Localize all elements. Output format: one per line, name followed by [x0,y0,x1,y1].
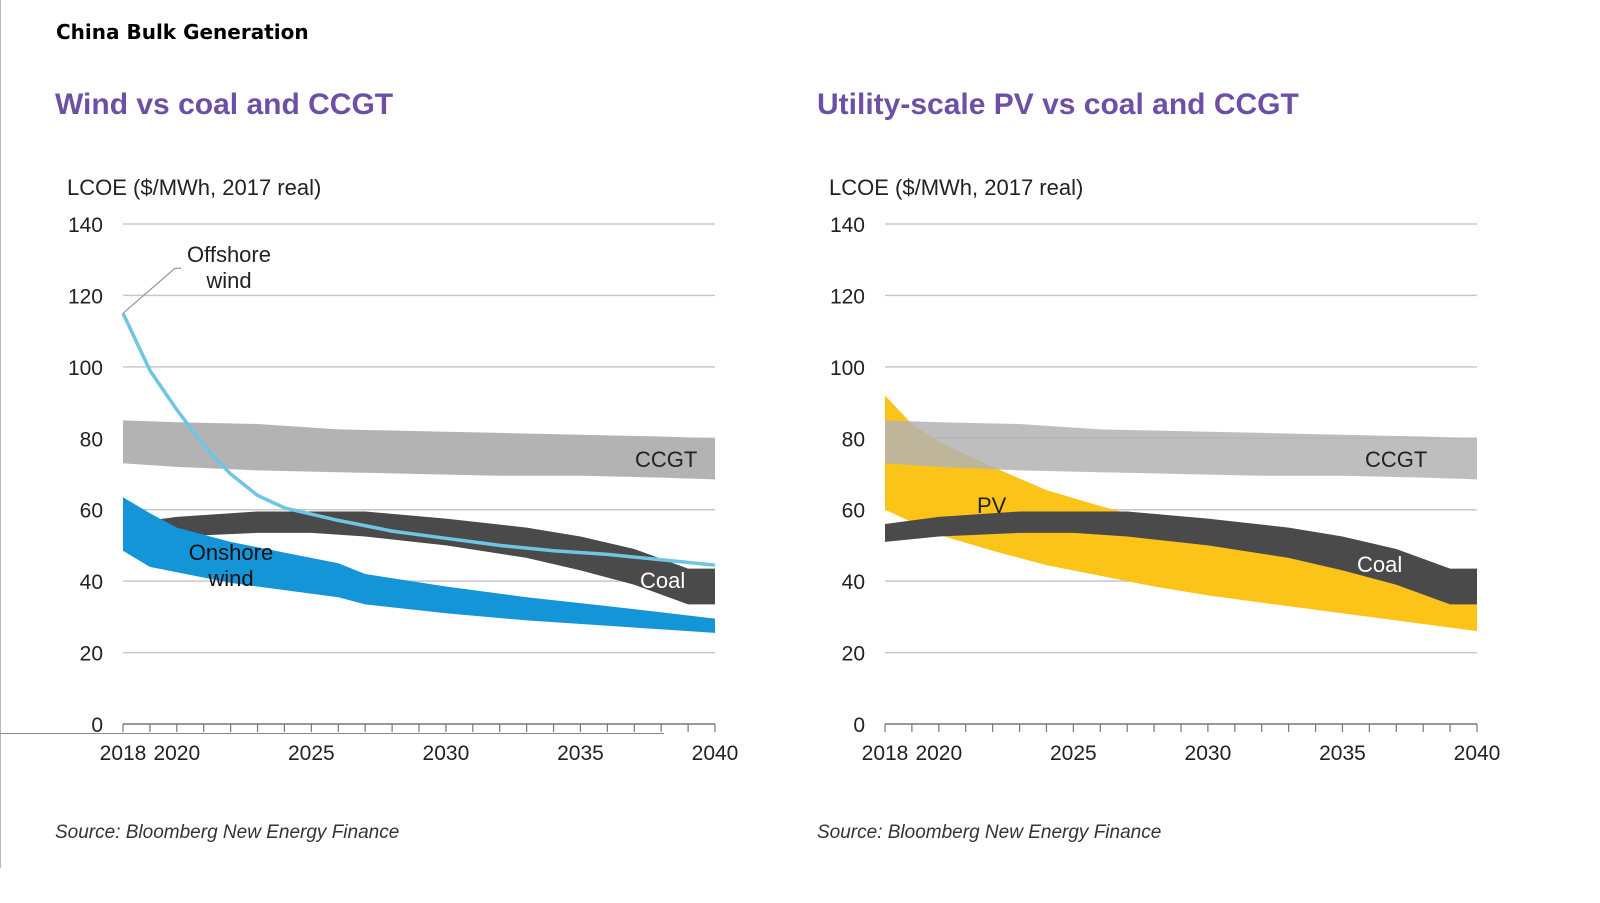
band-ccgt [123,420,715,480]
band-coal [885,511,1477,605]
y-tick-label: 20 [842,643,865,666]
chart-title: Wind vs coal and CCGT [55,88,394,121]
x-tick-label: 2018 [862,742,909,765]
label-ccgt: CCGT [1365,447,1427,472]
bottom-border-line [0,733,664,734]
page-title: China Bulk Generation [56,20,309,44]
label-ccgt: CCGT [635,447,697,472]
label-offshore-wind: wind [205,268,251,293]
y-tick-label: 60 [842,500,865,523]
line-offshore-wind [121,312,716,567]
y-axis-label: LCOE ($/MWh, 2017 real) [67,175,322,200]
x-tick-label: 2025 [288,742,335,765]
y-tick-label: 60 [80,500,103,523]
y-tick-label: 120 [830,285,865,308]
band-pv [885,395,1477,632]
label-coal: Coal [640,568,685,593]
y-tick-label: 120 [68,285,103,308]
source-note: Source: Bloomberg New Energy Finance [55,822,400,843]
y-axis-label: LCOE ($/MWh, 2017 real) [829,175,1084,200]
y-tick-label: 100 [830,357,865,380]
label-onshore-wind: wind [207,566,253,591]
y-tick-label: 40 [80,571,103,594]
x-tick-label: 2040 [692,742,739,765]
band-ccgt [885,420,1477,480]
x-tick-label: 2018 [100,742,147,765]
y-tick-label: 80 [80,428,103,451]
left-border-line [0,0,1,868]
offshore-callout-line [122,267,181,314]
x-tick-label: 2020 [915,742,962,765]
y-tick-label: 100 [68,357,103,380]
label-onshore: Onshore [189,540,273,565]
chart-panel-wind: Wind vs coal and CCGT LCOE ($/MWh, 2017 … [55,80,835,860]
y-tick-label: 20 [80,643,103,666]
label-coal: Coal [1357,552,1402,577]
x-tick-label: 2035 [1319,742,1366,765]
y-tick-label: 140 [68,214,103,237]
band-onshore-wind [123,497,715,633]
x-tick-label: 2030 [1185,742,1232,765]
x-tick-label: 2040 [1454,742,1501,765]
y-tick-label: 0 [91,714,103,737]
label-offshore: Offshore [187,242,271,267]
chart-title: Utility-scale PV vs coal and CCGT [817,88,1299,121]
y-tick-label: 0 [853,714,865,737]
x-tick-label: 2030 [423,742,470,765]
x-tick-label: 2035 [557,742,604,765]
x-tick-label: 2025 [1050,742,1097,765]
label-pv: PV [977,493,1007,518]
chart-panel-pv: Utility-scale PV vs coal and CCGT LCOE (… [817,80,1597,860]
band-coal [123,511,715,605]
y-tick-label: 140 [830,214,865,237]
y-tick-label: 40 [842,571,865,594]
y-tick-label: 80 [842,428,865,451]
x-tick-label: 2020 [153,742,200,765]
source-note: Source: Bloomberg New Energy Finance [817,822,1162,843]
